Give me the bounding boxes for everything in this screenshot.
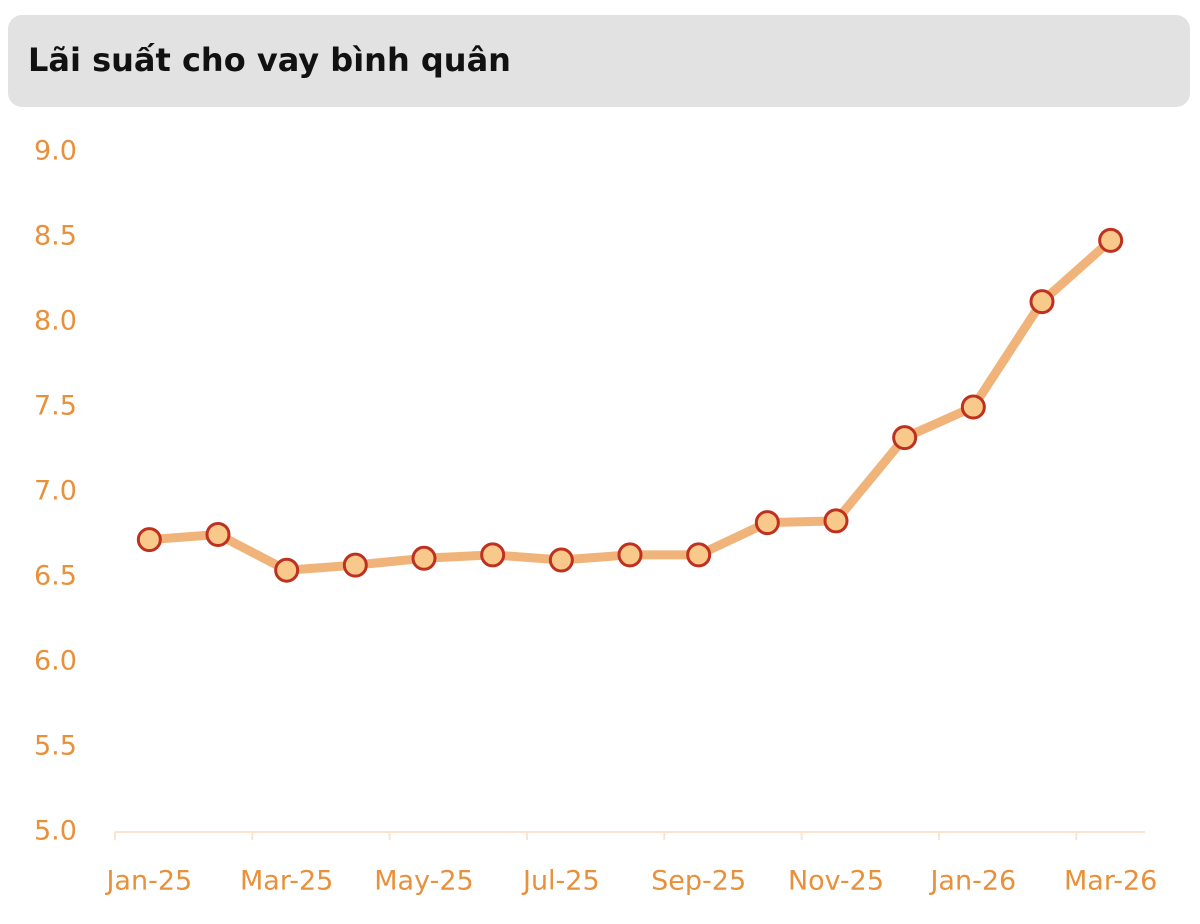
marker (892, 425, 918, 451)
marker (823, 508, 849, 534)
marker (617, 542, 643, 568)
marker (205, 522, 231, 547)
y-tick-label: 6.5 (34, 561, 77, 592)
marker (136, 527, 162, 553)
marker (960, 394, 986, 420)
x-tick-label: Mar-25 (240, 866, 333, 897)
x-tick-label: Mar-26 (1064, 866, 1157, 897)
x-tick-label: May-25 (374, 866, 473, 897)
x-tick-label: Jan-26 (928, 866, 1016, 897)
y-tick-label: 5.0 (34, 816, 77, 847)
title-box (8, 15, 1190, 107)
marker (754, 510, 780, 536)
marker (686, 542, 712, 568)
y-tick-label: 6.0 (34, 646, 77, 677)
marker (1098, 227, 1124, 253)
y-tick-label: 7.0 (34, 476, 77, 507)
marker (1029, 289, 1055, 315)
marker (548, 547, 574, 573)
y-tick-label: 8.0 (34, 306, 77, 337)
x-tick-label: Jul-25 (521, 866, 600, 897)
marker (411, 545, 437, 571)
x-tick-label: Sep-25 (651, 866, 746, 897)
x-tick-label: Nov-25 (788, 866, 884, 897)
x-tick-label: Jan-25 (104, 866, 192, 897)
marker (480, 542, 506, 568)
y-tick-label: 5.5 (34, 731, 77, 762)
y-tick-label: 9.0 (34, 136, 77, 167)
y-tick-label: 7.5 (34, 391, 77, 422)
marker (274, 557, 300, 583)
chart-title: Lãi suất cho vay bình quân (28, 41, 511, 79)
y-tick-label: 8.5 (34, 221, 77, 252)
marker (342, 552, 368, 578)
